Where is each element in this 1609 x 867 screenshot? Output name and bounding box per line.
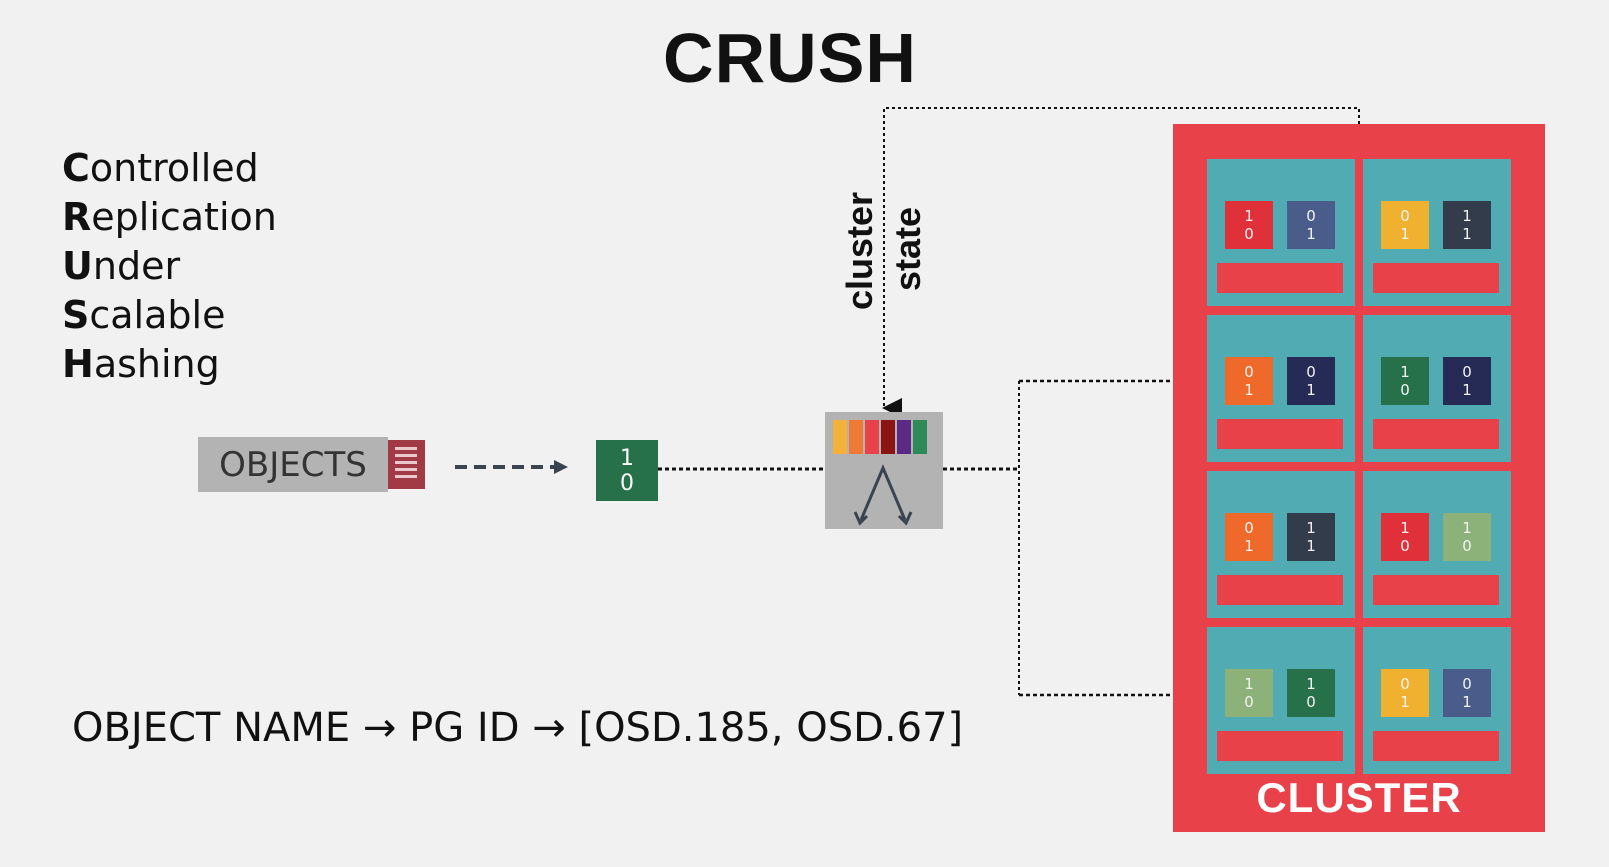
host-bar <box>1217 731 1343 761</box>
pg-bit-top: 1 <box>620 445 634 471</box>
objects-label: OBJECTS <box>219 444 367 485</box>
osd-bit: 1 <box>1400 363 1410 381</box>
cluster-state-line <box>882 107 1360 418</box>
osd-bit: 1 <box>1400 693 1410 711</box>
osd-bit: 0 <box>1306 693 1316 711</box>
state-bar <box>849 420 863 454</box>
osd-bit: 1 <box>1462 225 1472 243</box>
osd-bit: 0 <box>1400 537 1410 555</box>
osd-bit: 1 <box>1306 537 1316 555</box>
mapping-formula: OBJECT NAME → PG ID → [OSD.185, OSD.67] <box>72 705 964 751</box>
osd-bit: 1 <box>1306 519 1316 537</box>
acronym-line-under: Under <box>62 244 181 288</box>
state-label-rotated: state <box>887 206 928 292</box>
document-icon <box>388 440 425 489</box>
state-bar <box>865 420 879 454</box>
acronym-line-scalable: Scalable <box>62 293 226 337</box>
osd-bit: 0 <box>1244 519 1254 537</box>
placement-group: 1 0 <box>596 440 658 501</box>
state-bar <box>881 420 895 454</box>
pg-bit-bottom: 0 <box>620 470 634 496</box>
osd-bit: 0 <box>1244 693 1254 711</box>
osd-bit: 0 <box>1462 675 1472 693</box>
host-bar <box>1373 263 1499 293</box>
osd-bit: 1 <box>1306 381 1316 399</box>
acronym-line-controlled: Controlled <box>62 146 259 190</box>
objects-box: OBJECTS <box>198 437 388 492</box>
osd-bit: 1 <box>1462 207 1472 225</box>
host-bar <box>1373 419 1499 449</box>
state-bar <box>913 420 927 454</box>
osd-bit: 1 <box>1244 675 1254 693</box>
state-bar <box>897 420 911 454</box>
osd-bit: 0 <box>1244 225 1254 243</box>
osd-bit: 0 <box>1400 207 1410 225</box>
osd-bit: 0 <box>1306 207 1316 225</box>
osd-bit: 0 <box>1306 363 1316 381</box>
osd-bit: 1 <box>1462 693 1472 711</box>
branch-arrows-icon <box>853 464 913 526</box>
cluster-label: CLUSTER <box>1256 774 1462 821</box>
osd-bit: 0 <box>1400 381 1410 399</box>
cluster-state-bars <box>833 420 927 454</box>
host-bar <box>1373 731 1499 761</box>
crush-function-box <box>825 412 943 529</box>
host-bar <box>1217 263 1343 293</box>
acronym-line-hashing: Hashing <box>62 342 220 386</box>
osd-bit: 0 <box>1400 675 1410 693</box>
page-title: CRUSH <box>663 19 917 97</box>
osd-bit: 1 <box>1400 225 1410 243</box>
state-bar <box>833 420 847 454</box>
osd-bit: 0 <box>1244 363 1254 381</box>
osd-bit: 1 <box>1306 675 1316 693</box>
host-bar <box>1217 419 1343 449</box>
osd-bit: 1 <box>1400 519 1410 537</box>
osd-bit: 1 <box>1462 519 1472 537</box>
cluster-label-rotated: cluster <box>839 191 880 311</box>
osd-bit: 1 <box>1462 381 1472 399</box>
acronym-line-replication: Replication <box>62 195 277 239</box>
osd-bit: 1 <box>1244 537 1254 555</box>
host-bar <box>1217 575 1343 605</box>
osd-bit: 1 <box>1244 381 1254 399</box>
osd-bit: 1 <box>1306 225 1316 243</box>
crush-acronym: Controlled Replication Under Scalable Ha… <box>62 144 277 389</box>
osd-bit: 0 <box>1462 363 1472 381</box>
host-bar <box>1373 575 1499 605</box>
osd-bit: 1 <box>1244 207 1254 225</box>
osd-bit: 0 <box>1462 537 1472 555</box>
